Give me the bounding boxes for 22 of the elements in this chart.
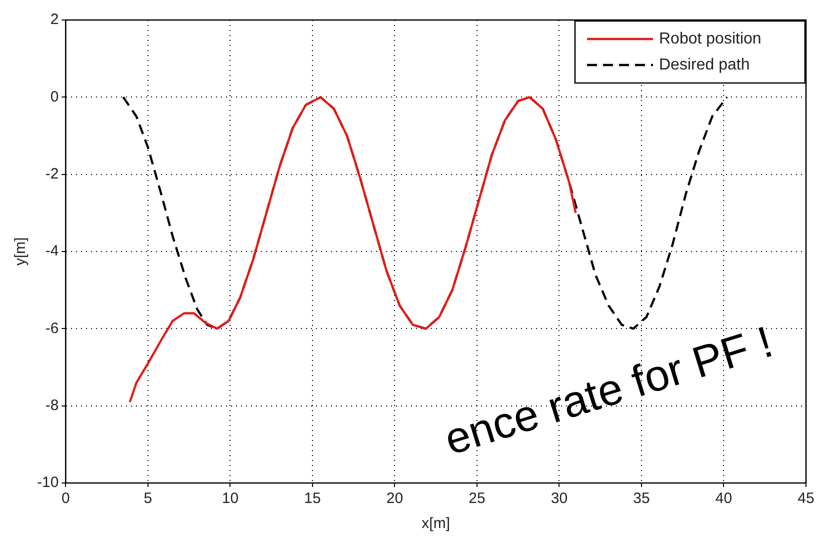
y-tick-label: 2 <box>50 11 59 28</box>
legend-label: Desired path <box>659 56 750 74</box>
y-tick-label: 0 <box>50 88 59 106</box>
x-axis-title: x[m] <box>422 515 450 532</box>
y-tick-label: -10 <box>36 474 59 492</box>
x-tick-label: 10 <box>222 490 239 508</box>
x-tick-label: 25 <box>468 490 486 508</box>
x-tick-label: 45 <box>798 490 814 508</box>
annotation: ence rate for PF ! <box>439 317 778 465</box>
x-tick-label: 5 <box>144 490 152 508</box>
legend-label: Robot position <box>659 30 762 48</box>
y-tick-label: -6 <box>45 320 59 337</box>
x-tick-label: 0 <box>62 490 70 508</box>
x-tick-label: 30 <box>550 490 568 508</box>
x-tick-label: 15 <box>304 490 321 508</box>
x-tick-label: 35 <box>633 490 650 508</box>
x-tick-label: 40 <box>715 490 732 508</box>
x-tick-label: 20 <box>386 490 404 508</box>
y-tick-label: -4 <box>45 242 59 260</box>
y-axis-title: y[m] <box>12 237 30 266</box>
y-tick-label: -8 <box>45 396 59 414</box>
y-tick-label: -2 <box>45 165 59 182</box>
